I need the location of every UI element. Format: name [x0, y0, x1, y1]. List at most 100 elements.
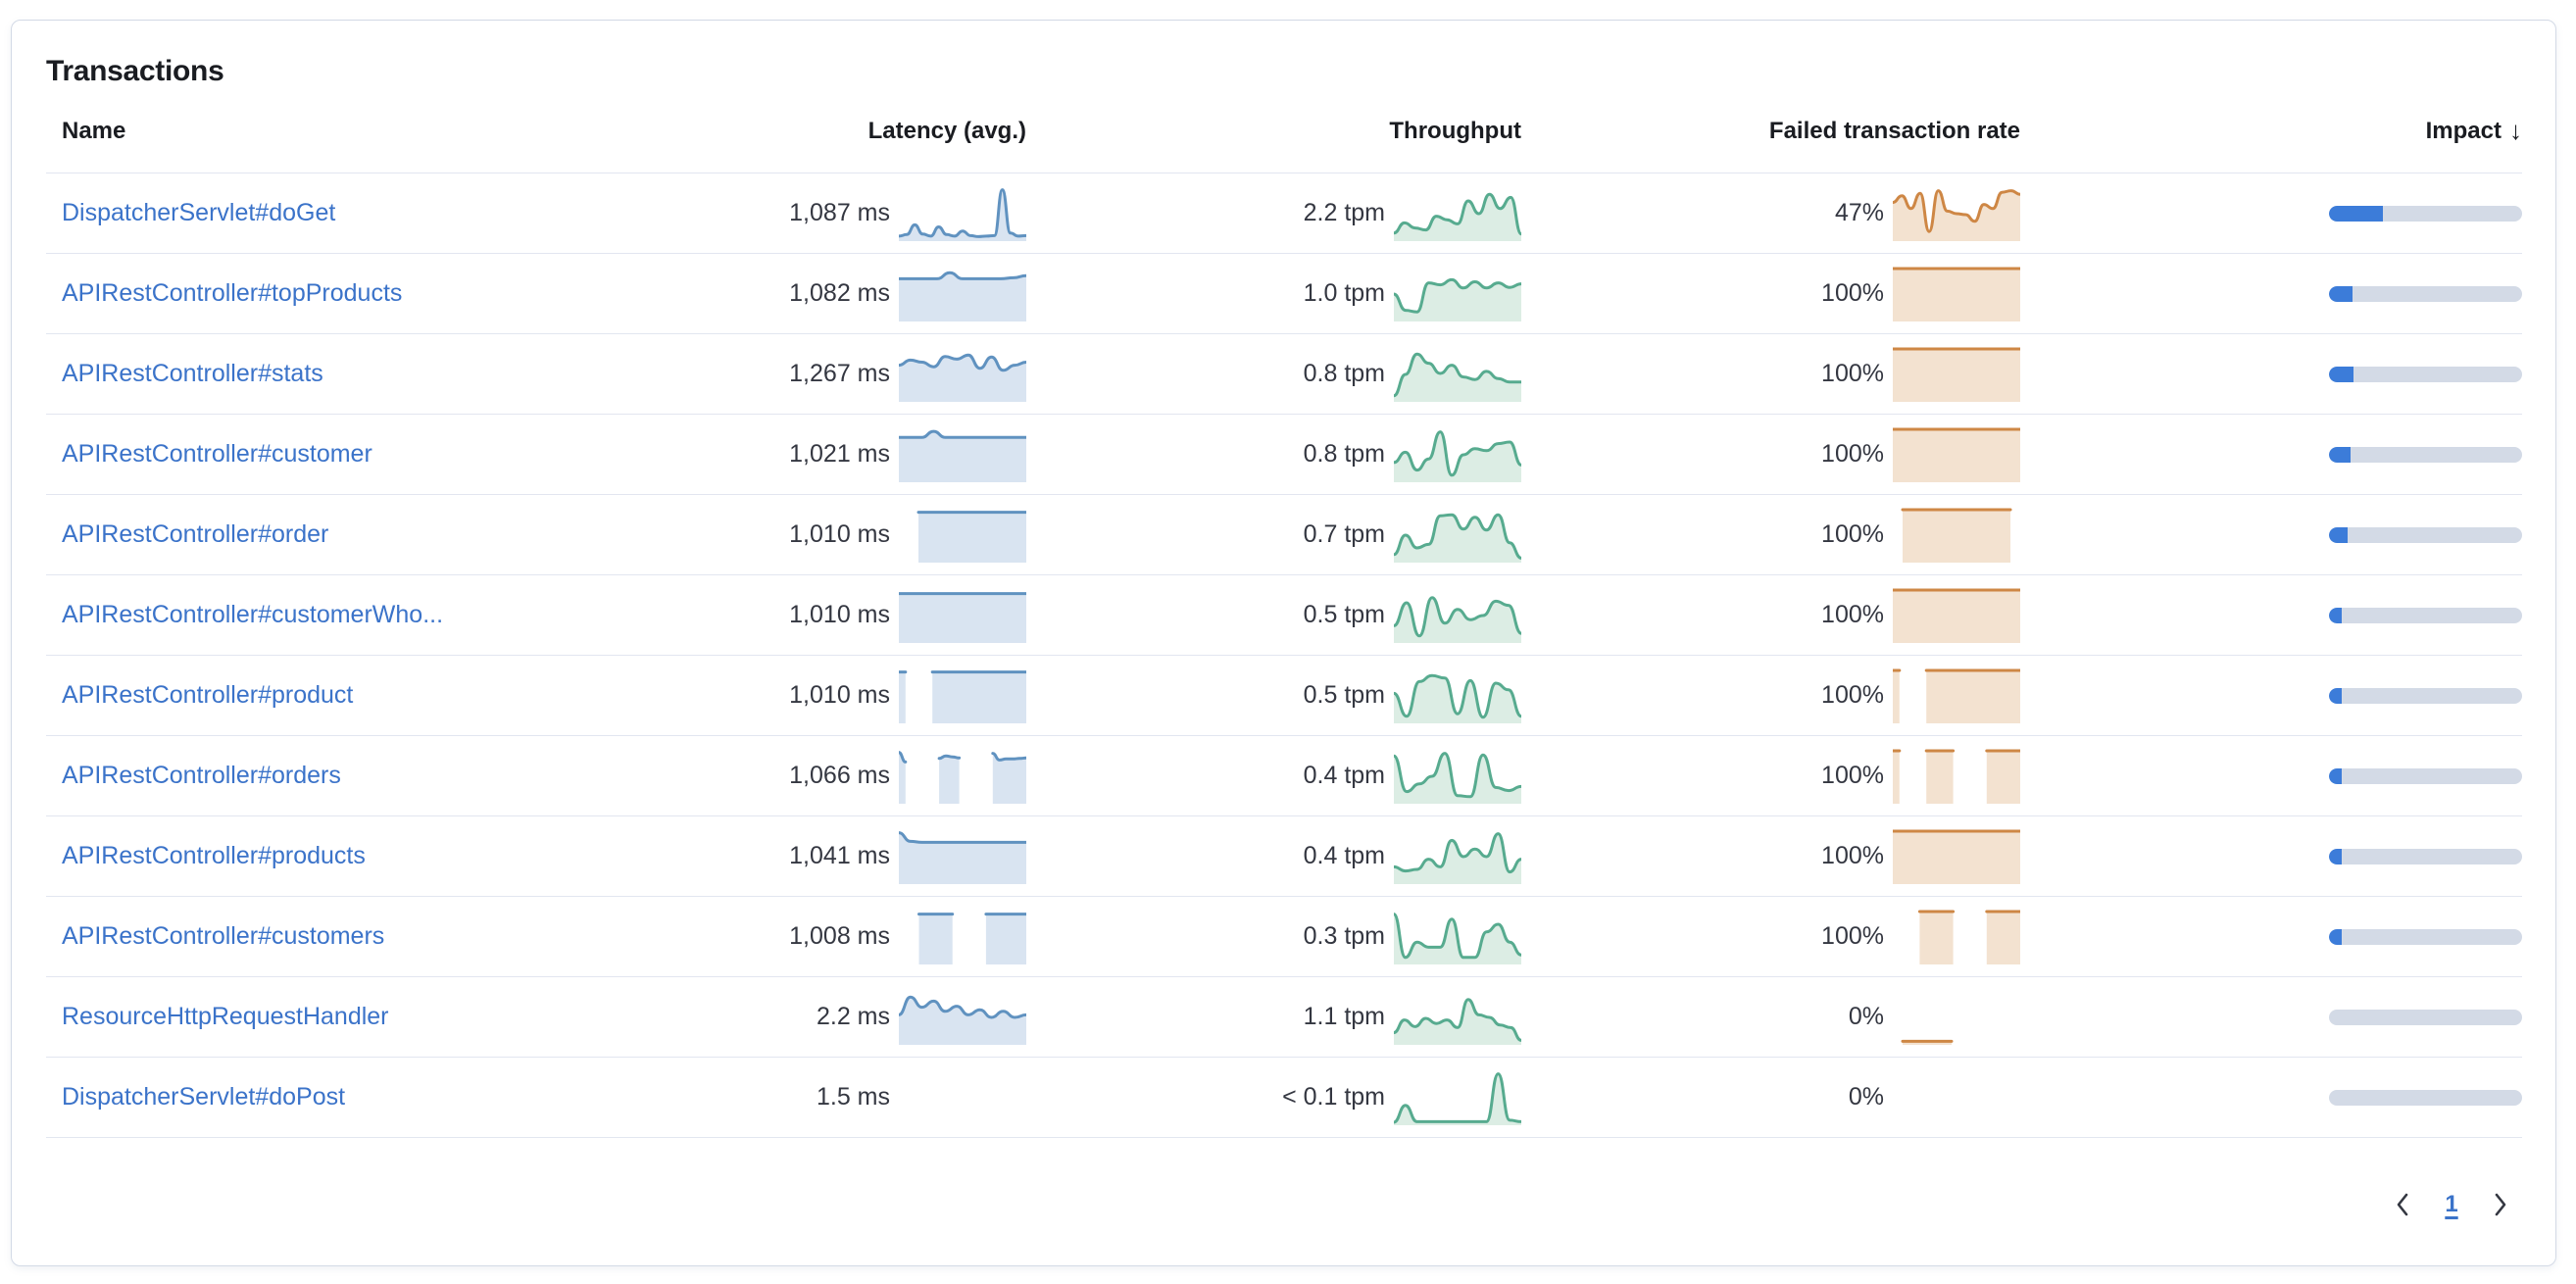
failed-rate-value: 100% [1821, 279, 1884, 307]
table-row: APIRestController#topProducts 1,082 ms 1… [46, 254, 2522, 334]
failed-rate-sparkline [1893, 347, 2020, 402]
transaction-name-link[interactable]: APIRestController#customer [62, 440, 372, 468]
impact-cell [2020, 607, 2522, 623]
latency-cell: 1.5 ms [673, 1070, 1026, 1125]
transaction-name-link[interactable]: APIRestController#products [62, 842, 366, 869]
transaction-name-link[interactable]: ResourceHttpRequestHandler [62, 1003, 389, 1030]
latency-value: 1,008 ms [789, 922, 890, 950]
transaction-name-link[interactable]: APIRestController#stats [62, 360, 323, 387]
failed-rate-value: 0% [1848, 1003, 1884, 1030]
name-cell: APIRestController#products [46, 842, 673, 870]
page-number-1[interactable]: 1 [2445, 1191, 2458, 1217]
throughput-value: 0.7 tpm [1303, 520, 1385, 548]
latency-sparkline [899, 429, 1026, 482]
throughput-cell: 2.2 tpm [1026, 186, 1521, 241]
transaction-name-link[interactable]: DispatcherServlet#doPost [62, 1083, 346, 1111]
chevron-left-icon [2397, 1193, 2408, 1216]
failed-rate-value: 100% [1821, 520, 1884, 548]
failed-rate-value: 100% [1821, 762, 1884, 789]
failed-rate-sparkline [1901, 508, 2012, 563]
transaction-name-link[interactable]: DispatcherServlet#doGet [62, 199, 336, 226]
failed-rate-cell: 100% [1521, 749, 2020, 804]
throughput-cell: 0.8 tpm [1026, 347, 1521, 402]
name-cell: DispatcherServlet#doGet [46, 199, 673, 227]
transaction-name-link[interactable]: APIRestController#order [62, 520, 329, 548]
impact-bar [2329, 366, 2522, 382]
throughput-value: 0.4 tpm [1303, 842, 1385, 869]
transaction-name-link[interactable]: APIRestController#topProducts [62, 279, 403, 307]
failed-rate-value: 0% [1848, 1083, 1884, 1111]
table-row: APIRestController#product 1,010 ms 0.5 t… [46, 656, 2522, 736]
impact-bar [2329, 446, 2522, 463]
column-header-latency[interactable]: Latency (avg.) [867, 117, 1026, 144]
failed-rate-cell: 100% [1521, 829, 2020, 884]
impact-bar [2329, 205, 2522, 222]
throughput-sparkline [1394, 997, 1521, 1045]
failed-rate-cell: 47% [1521, 186, 2020, 241]
transaction-name-link[interactable]: APIRestController#customers [62, 922, 385, 950]
name-cell: APIRestController#topProducts [46, 279, 673, 308]
throughput-value: 0.5 tpm [1303, 601, 1385, 628]
latency-cell: 1,010 ms [673, 508, 1026, 563]
failed-rate-value: 100% [1821, 440, 1884, 468]
latency-value: 1,066 ms [789, 762, 890, 789]
failed-rate-cell: 100% [1521, 347, 2020, 402]
table-row: DispatcherServlet#doGet 1,087 ms 2.2 tpm… [46, 173, 2522, 254]
transaction-name-link[interactable]: APIRestController#customerWho... [62, 601, 444, 628]
impact-cell [2020, 366, 2522, 382]
column-header-impact[interactable]: Impact ↓ [2020, 116, 2522, 146]
impact-bar-fill [2329, 687, 2342, 704]
impact-bar [2329, 526, 2522, 543]
throughput-sparkline [1394, 595, 1521, 643]
impact-cell [2020, 1009, 2522, 1025]
impact-bar-fill [2329, 526, 2348, 543]
failed-rate-cell: 0% [1521, 1070, 2020, 1125]
transactions-panel: Transactions Name Latency (avg.) Through… [11, 20, 2556, 1266]
latency-cell: 1,082 ms [673, 267, 1026, 321]
column-header-impact-label: Impact [2425, 117, 2502, 144]
column-header-failed-rate[interactable]: Failed transaction rate [1768, 117, 2020, 144]
latency-sparkline [916, 510, 1026, 563]
throughput-cell: 0.5 tpm [1026, 668, 1521, 723]
throughput-sparkline [1394, 277, 1521, 321]
column-header-name[interactable]: Name [62, 117, 126, 144]
throughput-value: 1.0 tpm [1303, 279, 1385, 307]
previous-page-button[interactable] [2381, 1183, 2424, 1226]
failed-rate-value: 100% [1821, 842, 1884, 869]
throughput-sparkline [1394, 513, 1521, 563]
transaction-name-link[interactable]: APIRestController#product [62, 681, 354, 709]
failed-rate-cell: 100% [1521, 588, 2020, 643]
column-header-throughput[interactable]: Throughput [1389, 117, 1521, 144]
throughput-cell: 1.0 tpm [1026, 267, 1521, 321]
name-cell: APIRestController#order [46, 520, 673, 549]
failed-rate-sparkline [1901, 1039, 1954, 1045]
throughput-sparkline [1394, 192, 1521, 241]
impact-bar-fill [2329, 848, 2342, 864]
latency-value: 1,010 ms [789, 520, 890, 548]
failed-rate-value: 100% [1821, 360, 1884, 387]
transaction-name-link[interactable]: APIRestController#orders [62, 762, 341, 789]
latency-sparkline [899, 353, 1026, 402]
table-row: APIRestController#customer 1,021 ms 0.8 … [46, 415, 2522, 495]
next-page-button[interactable] [2479, 1183, 2522, 1226]
name-cell: DispatcherServlet#doPost [46, 1083, 673, 1111]
name-cell: APIRestController#customers [46, 922, 673, 951]
throughput-sparkline [1394, 429, 1521, 482]
failed-rate-value: 47% [1834, 199, 1884, 226]
impact-bar [2329, 848, 2522, 864]
failed-rate-sparkline [1893, 427, 2020, 482]
impact-bar-fill [2329, 767, 2342, 784]
throughput-value: 0.8 tpm [1303, 360, 1385, 387]
name-cell: APIRestController#customerWho... [46, 601, 673, 629]
latency-value: 1.5 ms [816, 1083, 890, 1111]
throughput-cell: 0.8 tpm [1026, 427, 1521, 482]
latency-cell: 1,267 ms [673, 347, 1026, 402]
throughput-cell: 0.5 tpm [1026, 588, 1521, 643]
throughput-value: 0.3 tpm [1303, 922, 1385, 950]
throughput-value: 1.1 tpm [1303, 1003, 1385, 1030]
failed-rate-value: 100% [1821, 601, 1884, 628]
throughput-sparkline [1394, 1071, 1521, 1125]
latency-sparkline [899, 830, 1026, 884]
table-row: ResourceHttpRequestHandler 2.2 ms 1.1 tp… [46, 977, 2522, 1058]
impact-cell [2020, 848, 2522, 864]
